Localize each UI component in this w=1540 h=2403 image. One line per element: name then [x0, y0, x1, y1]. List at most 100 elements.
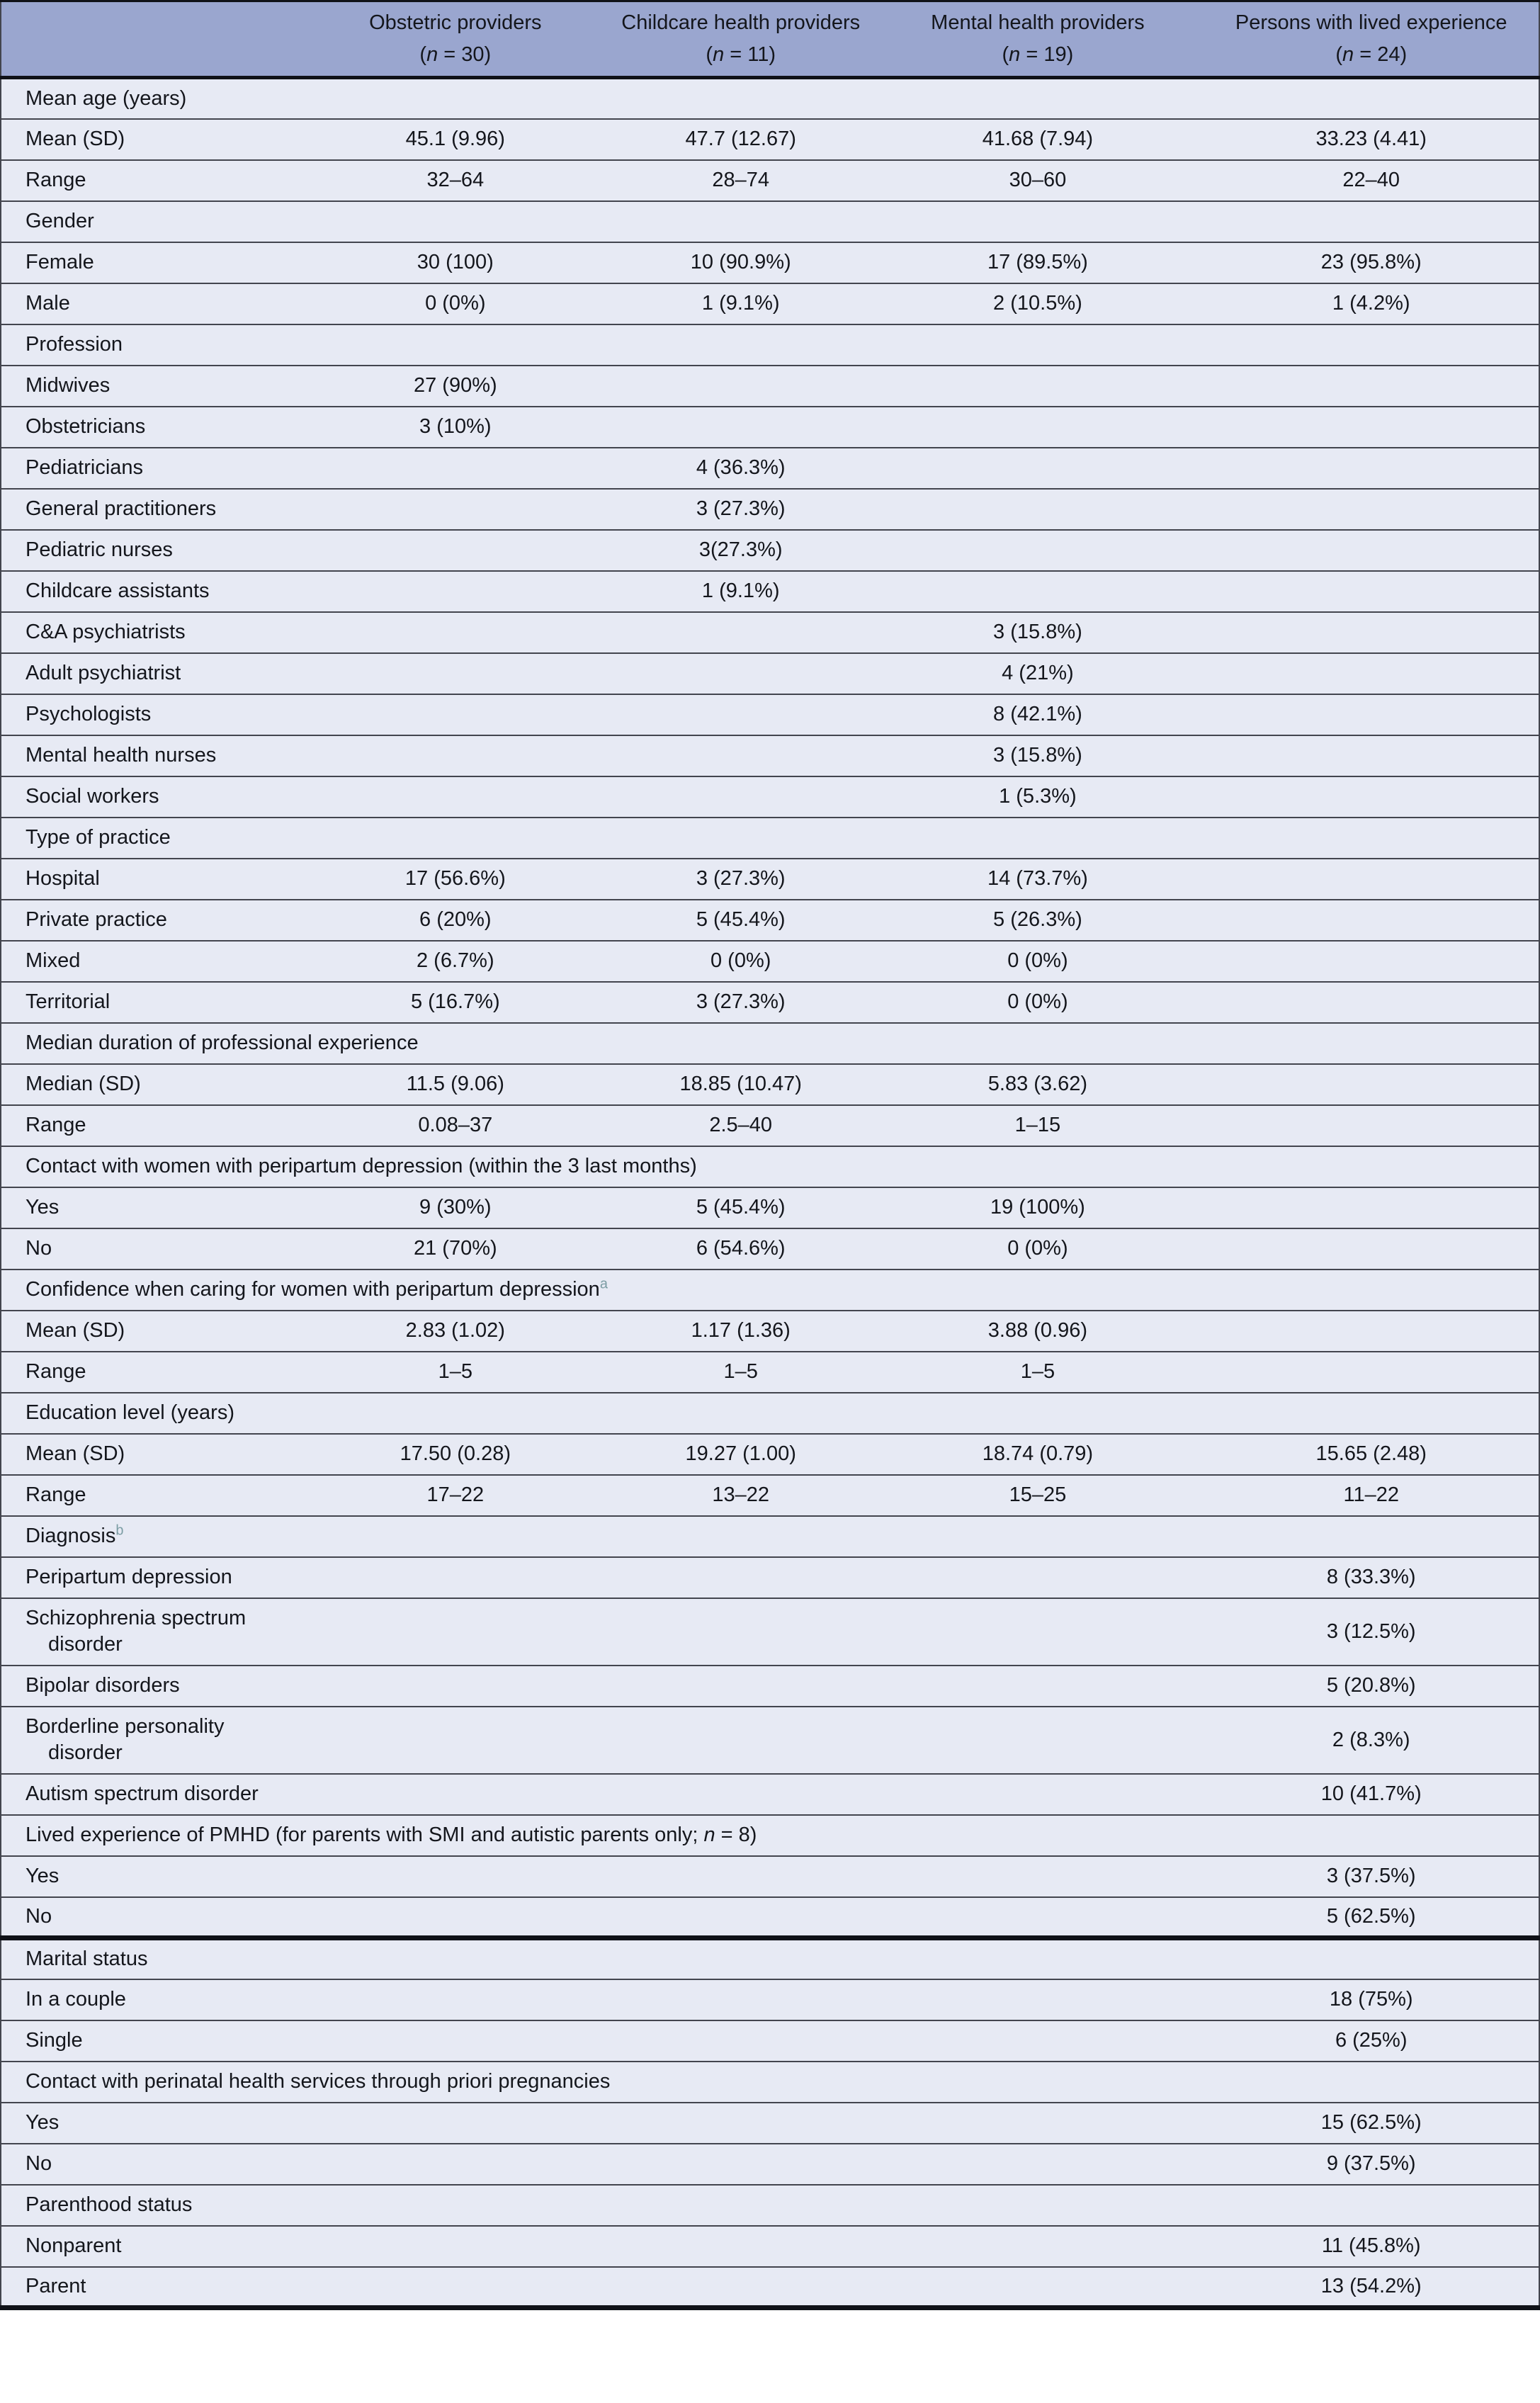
- row-label: Single: [26, 2029, 83, 2052]
- cell-value: [610, 735, 871, 776]
- row-label: C&A psychiatrists: [26, 621, 186, 643]
- cell-value: [301, 2103, 611, 2144]
- cell-value: [301, 1666, 611, 1707]
- cell-value: 3 (12.5%): [1326, 1619, 1416, 1643]
- cell-value: [301, 1707, 611, 1774]
- cell-value: 23 (95.8%): [1320, 251, 1422, 273]
- section-label: Diagnosisb: [26, 1522, 124, 1547]
- cell-value: 47.7 (12.67): [685, 128, 796, 150]
- cell-value: 9 (30%): [419, 1196, 492, 1219]
- cell-value: [871, 2103, 1204, 2144]
- cell-value: 3 (15.8%): [993, 621, 1082, 643]
- section-label: Marital status: [26, 1947, 148, 1971]
- cell-value: [301, 694, 611, 735]
- row-label: Childcare assistants: [26, 579, 210, 602]
- table-body: Mean age (years) Mean (SD) 45.1 (9.96) 47.7…: [1, 78, 1539, 2308]
- cell-value: 18.85 (10.47): [679, 1073, 802, 1095]
- table-row: Median (SD) 11.5 (9.06) 18.85 (10.47) 5.83 …: [1, 1064, 1539, 1105]
- row-label: In a couple: [26, 1988, 126, 2011]
- participant-demographics-table: Obstetric providers (n = 30) Childcare hea…: [0, 0, 1540, 2310]
- cell-value: 3 (27.3%): [696, 867, 786, 890]
- row-label: No: [26, 2152, 52, 2175]
- cell-value: [1204, 407, 1539, 448]
- cell-value: 1 (9.1%): [701, 579, 780, 602]
- cell-value: 21 (70%): [413, 1237, 497, 1260]
- cell-value: [871, 571, 1204, 612]
- table-row: Nonparent 11 (45.8%): [1, 2226, 1539, 2267]
- cell-value: [610, 407, 871, 448]
- table-row: Mental health nurses 3 (15.8%): [1, 735, 1539, 776]
- table-row: Yes 9 (30%) 5 (45.4%) 19 (100%): [1, 1187, 1539, 1228]
- section-row: Type of practice: [1, 818, 1539, 859]
- cell-value: [1204, 1352, 1539, 1393]
- row-label: Borderline personality disorder: [26, 1715, 225, 1764]
- header-row: Obstetric providers (n = 30) Childcare hea…: [1, 1, 1539, 78]
- cell-value: 18 (75%): [1329, 1988, 1413, 2011]
- cell-value: 30 (100): [417, 251, 494, 273]
- table-row: Private practice 6 (20%) 5 (45.4%) 5 (26.3%…: [1, 900, 1539, 941]
- row-label: Female: [26, 251, 94, 273]
- cell-value: [1204, 489, 1539, 530]
- cell-value: [301, 1774, 611, 1815]
- table-row: Yes 3 (37.5%): [1, 1856, 1539, 1897]
- row-label: Psychologists: [26, 703, 152, 725]
- cell-value: [1204, 776, 1539, 818]
- table-row: In a couple 18 (75%): [1, 1979, 1539, 2020]
- cell-value: [1204, 1311, 1539, 1352]
- cell-value: 3.88 (0.96): [987, 1319, 1088, 1342]
- cell-value: 3 (37.5%): [1326, 1865, 1416, 1887]
- table-row: Mean (SD) 17.50 (0.28) 19.27 (1.00) 18.74 (…: [1, 1434, 1539, 1475]
- section-label: Mean age (years): [26, 86, 187, 110]
- table-row: Social workers 1 (5.3%): [1, 776, 1539, 818]
- row-label: General practitioners: [26, 497, 217, 520]
- cell-value: 13–22: [712, 1483, 770, 1506]
- cell-value: [301, 612, 611, 653]
- cell-value: [871, 2267, 1204, 2308]
- section-label: Profession: [26, 333, 123, 356]
- cell-value: [610, 2144, 871, 2185]
- cell-value: [610, 2020, 871, 2062]
- cell-value: 1–5: [438, 1360, 472, 1383]
- table-row: Parent 13 (54.2%): [1, 2267, 1539, 2308]
- cell-value: [871, 1557, 1204, 1598]
- table-row: Territorial 5 (16.7%) 3 (27.3%) 0 (0%): [1, 982, 1539, 1023]
- cell-value: 3 (27.3%): [696, 497, 786, 520]
- cell-value: 10 (41.7%): [1320, 1782, 1422, 1805]
- row-label: Social workers: [26, 785, 159, 808]
- cell-value: [871, 2020, 1204, 2062]
- section-row: Diagnosisb: [1, 1516, 1539, 1557]
- cell-value: 1 (9.1%): [701, 292, 780, 315]
- table-row: Hospital 17 (56.6%) 3 (27.3%) 14 (73.7%): [1, 859, 1539, 900]
- table-row: Peripartum depression 8 (33.3%): [1, 1557, 1539, 1598]
- section-label: Type of practice: [26, 826, 171, 849]
- section-label: Education level (years): [26, 1401, 234, 1424]
- section-row: Lived experience of PMHD (for parents wi…: [1, 1815, 1539, 1856]
- cell-value: 1 (5.3%): [999, 785, 1077, 808]
- cell-value: 5 (20.8%): [1326, 1674, 1416, 1697]
- cell-value: [610, 1856, 871, 1897]
- cell-value: [871, 2226, 1204, 2267]
- cell-value: [871, 1774, 1204, 1815]
- row-label: Range: [26, 1483, 86, 1506]
- table-row: Bipolar disorders 5 (20.8%): [1, 1666, 1539, 1707]
- table-row: Pediatric nurses 3(27.3%): [1, 530, 1539, 571]
- cell-value: 3 (27.3%): [696, 990, 786, 1013]
- table-row: Range 1–5 1–5 1–5: [1, 1352, 1539, 1393]
- cell-value: [610, 1666, 871, 1707]
- cell-value: 3 (10%): [419, 415, 492, 438]
- cell-value: 8 (42.1%): [993, 703, 1082, 725]
- section-row: Profession: [1, 324, 1539, 366]
- cell-value: [871, 1979, 1204, 2020]
- cell-value: [610, 2267, 871, 2308]
- row-label: Territorial: [26, 990, 111, 1013]
- cell-value: 6 (25%): [1335, 2029, 1408, 2052]
- table-row: No 21 (70%) 6 (54.6%) 0 (0%): [1, 1228, 1539, 1270]
- cell-value: 30–60: [1009, 169, 1067, 191]
- table-row: Pediatricians 4 (36.3%): [1, 448, 1539, 489]
- section-label: Gender: [26, 210, 94, 232]
- cell-value: [610, 1557, 871, 1598]
- cell-value: [1204, 1064, 1539, 1105]
- cell-value: [871, 1707, 1204, 1774]
- column-n: (n = 11): [706, 43, 776, 66]
- column-n: (n = 30): [419, 43, 492, 66]
